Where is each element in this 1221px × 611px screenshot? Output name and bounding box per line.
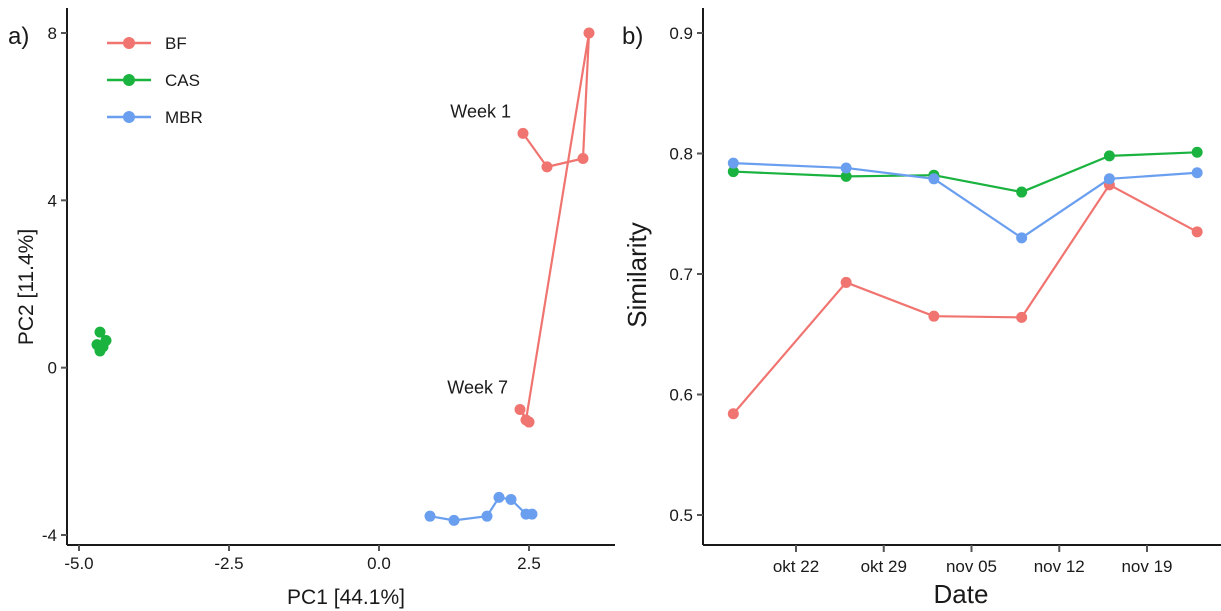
legend-item-mbr: MBR (107, 108, 203, 127)
panel-a-point-mbr-0 (424, 510, 436, 522)
panel-a-label: a) (8, 23, 29, 50)
panel-a-point-bf-6 (523, 416, 535, 428)
panel-a-y-tick-label-1: 0 (48, 359, 57, 378)
panel-b-x-tick-label-4: nov 19 (1121, 557, 1172, 576)
legend-marker-cas (123, 74, 135, 86)
panel-a-x-tick-label-2: 0.0 (367, 554, 391, 573)
panel-b-series (727, 146, 1203, 420)
panel-b-series-mbr (727, 157, 1203, 244)
panel-a-y-tick-label-0: -4 (42, 526, 57, 545)
panel-a-x-tick-label-1: -2.5 (214, 554, 243, 573)
legend-marker-bf (123, 37, 135, 49)
panel-b-point-bf-3 (1016, 311, 1028, 323)
panel-b-line-cas (733, 151, 1198, 194)
legend-label-mbr: MBR (165, 108, 203, 127)
panel-b-point-cas-5 (1191, 146, 1203, 158)
panel-b-y-tick-label-1: 0.6 (669, 386, 693, 405)
panel-b-series-bf (727, 179, 1203, 420)
panel-a-y-tick-label-3: 8 (48, 24, 57, 43)
legend-item-bf: BF (107, 34, 187, 53)
panel-b-y-axis-title: Similarity (622, 222, 652, 327)
panel-b-point-cas-1 (840, 170, 852, 182)
panel-a-annotation-week-1: Week 1 (450, 101, 511, 121)
panel-b-point-mbr-2 (928, 173, 940, 185)
panel-b-x-axis-title: Date (934, 579, 989, 609)
panel-b-line-mbr (733, 162, 1198, 239)
panel-b-y-tick-label-0: 0.5 (669, 506, 693, 525)
panel-a-annotations: Week 1 Week 7 (447, 101, 511, 397)
legend: BF CAS MBR (107, 34, 203, 127)
panel-a-point-bf-2 (577, 153, 589, 164)
panel-a-x-tick-label-0: -5.0 (64, 554, 93, 573)
panel-a-point-mbr-6 (526, 508, 538, 520)
panel-a-x-tick-label-3: 2.5 (517, 554, 541, 573)
panel-a-series-cas (91, 326, 112, 357)
panel-b-x-tick-label-1: okt 29 (861, 557, 907, 576)
panel-b-point-bf-0 (727, 408, 739, 420)
panel-b-point-cas-3 (1016, 186, 1028, 198)
panel-b-point-mbr-4 (1103, 173, 1115, 185)
panel-b-point-mbr-0 (727, 157, 739, 169)
panel-b-y-tick-label-4: 0.9 (669, 24, 693, 43)
panel-b-line-bf (732, 183, 1198, 415)
panel-b-point-mbr-5 (1191, 167, 1203, 179)
panel-a-series-mbr (424, 491, 538, 526)
panel-b-x-tick-label-3: nov 12 (1034, 557, 1085, 576)
legend-item-cas: CAS (107, 71, 200, 90)
panel-a-y-axis-title: PC2 [11.4%] (15, 229, 38, 345)
panel-b-y-tick-label-2: 0.7 (669, 265, 693, 284)
panel-a-point-cas-0 (94, 326, 106, 338)
panel-a-point-mbr-2 (481, 510, 493, 522)
panel-b-x-tick-label-2: nov 05 (946, 557, 997, 576)
panel-a-path-mbr (429, 496, 532, 522)
panel-a-x-axis-title: PC1 [44.1%] (287, 586, 405, 609)
panel-a-series (91, 27, 595, 526)
panel-a-series-bf (514, 27, 595, 428)
panel-a-y-tick-label-2: 4 (48, 191, 57, 210)
panel-a-path-bf (518, 31, 591, 423)
panel-a-annotation-week-7: Week 7 (447, 378, 508, 398)
panel-b-point-mbr-1 (840, 162, 852, 174)
panel-b-point-cas-4 (1103, 150, 1115, 162)
panel-b-point-cas-0 (727, 166, 739, 178)
panel-a-point-bf-1 (541, 161, 553, 173)
panel-b-x-ticks: okt 22 okt 29 nov 05 nov 12 nov 19 (773, 545, 1173, 576)
panel-a: a) -4 0 4 8 -5.0 -2.5 0.0 2.5 PC1 [44.1%] PC2 … (8, 8, 615, 609)
legend-marker-mbr (123, 111, 135, 123)
panel-a-point-cas-4 (91, 339, 103, 351)
panel-a-point-bf-5 (514, 404, 526, 415)
panel-b-point-mbr-3 (1016, 232, 1028, 244)
panel-b-y-ticks: 0.5 0.6 0.7 0.8 0.9 (669, 24, 703, 525)
panel-b: b) 0.5 0.6 0.7 0.8 0.9 okt 22 okt 29 nov 05 nov… (622, 8, 1221, 609)
panel-b-label: b) (622, 23, 643, 50)
panel-a-point-mbr-3 (493, 491, 505, 503)
panel-a-point-mbr-1 (448, 514, 460, 526)
panel-a-point-bf-3 (583, 27, 595, 39)
panel-a-y-ticks: -4 0 4 8 (42, 24, 67, 545)
panel-b-point-bf-2 (928, 310, 940, 322)
panel-b-x-tick-label-0: okt 22 (773, 557, 819, 576)
panel-b-series-cas (727, 146, 1203, 198)
panel-b-point-bf-5 (1191, 226, 1203, 238)
panel-a-point-bf-0 (517, 127, 529, 139)
panel-b-y-tick-label-3: 0.8 (669, 145, 693, 164)
panel-b-point-bf-1 (840, 276, 852, 288)
panel-a-point-mbr-4 (505, 493, 517, 505)
legend-label-bf: BF (165, 34, 187, 53)
legend-label-cas: CAS (165, 71, 200, 90)
panel-a-x-ticks: -5.0 -2.5 0.0 2.5 (64, 545, 541, 573)
